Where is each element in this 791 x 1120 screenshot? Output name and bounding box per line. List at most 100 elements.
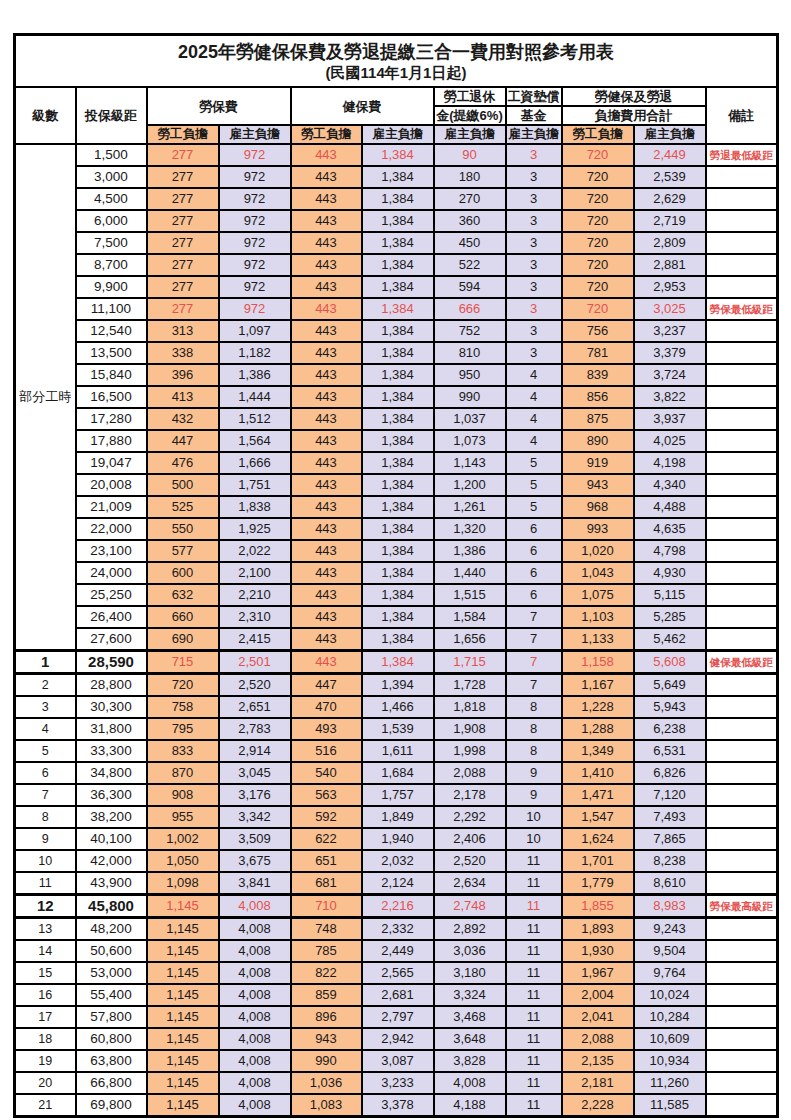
- table-row: 13,5003381,1824431,38481037813,379: [15, 342, 778, 364]
- value-cell: 443: [291, 606, 362, 628]
- bracket-cell: 63,800: [76, 1050, 147, 1072]
- value-cell: 443: [291, 651, 362, 674]
- table-row: 736,3009083,1765631,7572,17891,4717,120: [15, 784, 778, 806]
- table-row: 8,7002779724431,38452237202,881: [15, 254, 778, 276]
- value-cell: 3,648: [434, 1028, 506, 1050]
- value-cell: 2,914: [219, 740, 291, 762]
- value-cell: 1,050: [147, 850, 219, 872]
- value-cell: 2,719: [634, 210, 706, 232]
- value-cell: 1,384: [362, 562, 434, 584]
- value-cell: 540: [291, 762, 362, 784]
- remark-cell: 勞退最低級距: [706, 144, 778, 166]
- value-cell: 720: [562, 232, 634, 254]
- remark-cell: [706, 452, 778, 474]
- bracket-cell: 25,250: [76, 584, 147, 606]
- value-cell: 1,444: [219, 386, 291, 408]
- remark-cell: [706, 496, 778, 518]
- value-cell: 4,008: [219, 1050, 291, 1072]
- value-cell: 1,838: [219, 496, 291, 518]
- value-cell: 1,925: [219, 518, 291, 540]
- value-cell: 1,779: [562, 872, 634, 895]
- value-cell: 4,798: [634, 540, 706, 562]
- value-cell: 5,943: [634, 696, 706, 718]
- table-row: 23,1005772,0224431,3841,38661,0204,798: [15, 540, 778, 562]
- value-cell: 2,565: [362, 962, 434, 984]
- remark-cell: [706, 562, 778, 584]
- value-cell: 1,471: [562, 784, 634, 806]
- value-cell: 1,384: [362, 298, 434, 320]
- remark-cell: [706, 166, 778, 188]
- remark-cell: [706, 872, 778, 895]
- value-cell: 1,515: [434, 584, 506, 606]
- bracket-cell: 17,880: [76, 430, 147, 452]
- value-cell: 1,384: [362, 144, 434, 166]
- value-cell: 10: [506, 806, 562, 828]
- value-cell: 1,145: [147, 940, 219, 962]
- bracket-cell: 4,500: [76, 188, 147, 210]
- remark-cell: [706, 254, 778, 276]
- value-cell: 443: [291, 628, 362, 651]
- value-cell: 1,751: [219, 474, 291, 496]
- table-row: 128,5907152,5014431,3841,71571,1585,608健…: [15, 651, 778, 674]
- value-cell: 7: [506, 606, 562, 628]
- value-cell: 2,809: [634, 232, 706, 254]
- value-cell: 5,608: [634, 651, 706, 674]
- value-cell: 5,115: [634, 584, 706, 606]
- value-cell: 810: [434, 342, 506, 364]
- value-cell: 277: [147, 298, 219, 320]
- value-cell: 3,045: [219, 762, 291, 784]
- value-cell: 4,008: [219, 962, 291, 984]
- value-cell: 1,849: [362, 806, 434, 828]
- value-cell: 1,020: [562, 540, 634, 562]
- value-cell: 11: [506, 850, 562, 872]
- bracket-cell: 31,800: [76, 718, 147, 740]
- value-cell: 1,624: [562, 828, 634, 850]
- value-cell: 3: [506, 144, 562, 166]
- value-cell: 2,178: [434, 784, 506, 806]
- value-cell: 856: [562, 386, 634, 408]
- value-cell: 955: [147, 806, 219, 828]
- value-cell: 3,324: [434, 984, 506, 1006]
- value-cell: 756: [562, 320, 634, 342]
- value-cell: 447: [147, 430, 219, 452]
- level-cell: 19: [15, 1050, 76, 1072]
- value-cell: 3,822: [634, 386, 706, 408]
- value-cell: 3,036: [434, 940, 506, 962]
- value-cell: 795: [147, 718, 219, 740]
- table-row: 22,0005501,9254431,3841,32069934,635: [15, 518, 778, 540]
- col-header-bracket: 投保級距: [76, 87, 147, 144]
- bracket-cell: 33,300: [76, 740, 147, 762]
- value-cell: 8: [506, 718, 562, 740]
- remark-cell: [706, 386, 778, 408]
- bracket-cell: 30,300: [76, 696, 147, 718]
- value-cell: 277: [147, 276, 219, 298]
- value-cell: 4,488: [634, 496, 706, 518]
- value-cell: 443: [291, 540, 362, 562]
- value-cell: 270: [434, 188, 506, 210]
- bracket-cell: 66,800: [76, 1072, 147, 1094]
- value-cell: 622: [291, 828, 362, 850]
- bracket-cell: 8,700: [76, 254, 147, 276]
- value-cell: 443: [291, 320, 362, 342]
- value-cell: 6,826: [634, 762, 706, 784]
- subheader-wage-fund-employer: 雇主負擔: [506, 125, 562, 144]
- level-cell: 11: [15, 872, 76, 895]
- table-row: 26,4006602,3104431,3841,58471,1035,285: [15, 606, 778, 628]
- bracket-cell: 60,800: [76, 1028, 147, 1050]
- value-cell: 4,008: [219, 1006, 291, 1028]
- value-cell: 447: [291, 674, 362, 697]
- value-cell: 1,384: [362, 584, 434, 606]
- bracket-cell: 28,800: [76, 674, 147, 697]
- value-cell: 443: [291, 364, 362, 386]
- value-cell: 2,629: [634, 188, 706, 210]
- value-cell: 277: [147, 232, 219, 254]
- bracket-cell: 48,200: [76, 918, 147, 941]
- value-cell: 990: [291, 1050, 362, 1072]
- value-cell: 443: [291, 408, 362, 430]
- value-cell: 968: [562, 496, 634, 518]
- value-cell: 720: [562, 254, 634, 276]
- value-cell: 1,386: [219, 364, 291, 386]
- col-header-labor-insurance: 勞保費: [147, 87, 291, 125]
- value-cell: 600: [147, 562, 219, 584]
- value-cell: 2,520: [434, 850, 506, 872]
